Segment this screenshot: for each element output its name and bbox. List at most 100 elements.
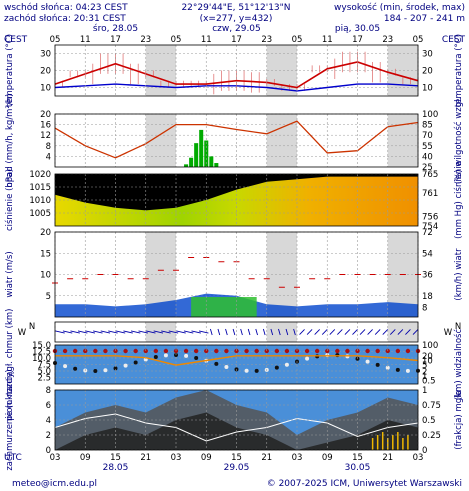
- y-tick-left: 1020: [29, 170, 51, 180]
- y-tick-left: 6: [46, 401, 51, 411]
- y-axis-label-right: (%) wilgotność wzgl.: [453, 97, 464, 184]
- day-labels-top: śro, 28.05 czw, 29.05 pią, 30.05: [93, 23, 380, 34]
- panel-frame: [54, 113, 419, 168]
- wind-arrow: [176, 330, 186, 334]
- y-tick-right: 25: [422, 163, 433, 173]
- wind-arrow: [359, 329, 366, 335]
- hour-label-bottom: 15: [110, 453, 121, 463]
- wind-arrow: [352, 329, 358, 335]
- cloud-base-dot: [305, 356, 310, 361]
- wind-arrow: [240, 328, 243, 336]
- hour-label-top: 17: [231, 35, 242, 45]
- wind-arrow: [285, 328, 289, 336]
- wind-arrow: [337, 329, 343, 335]
- wind-arrow: [374, 329, 381, 335]
- y-tick-right: 0.5: [422, 416, 436, 426]
- y-axis-label-right: (frakcja) mgła: [454, 390, 464, 450]
- cloud-top-dot: [183, 348, 189, 354]
- cloud-top-dot: [345, 348, 350, 354]
- y-tick-left: 0: [46, 446, 51, 456]
- wind-arrow: [299, 329, 305, 335]
- y-tick-right: 8: [422, 304, 427, 314]
- wind-arrow: [405, 329, 411, 335]
- y-tick-left: 1005: [29, 209, 51, 219]
- y-tick-left: 10.0: [32, 354, 51, 364]
- wind-arrow: [262, 328, 266, 336]
- hour-label-bottom: 03: [413, 453, 424, 463]
- night-band: [266, 114, 297, 167]
- y-axis-label-left: pion. rozciągł. chmur (km): [5, 309, 15, 421]
- y-tick-left: 12.5: [32, 348, 51, 358]
- hour-label-top: 11: [80, 35, 91, 45]
- y-tick-left: 1015: [29, 183, 51, 193]
- cloud-base-dot: [284, 362, 289, 367]
- cloud-base-dot: [405, 368, 410, 373]
- y-axis-label-left: wiatr (m/s): [5, 251, 15, 297]
- wind-arrow: [278, 328, 281, 336]
- hour-label-top: 11: [322, 35, 333, 45]
- cloud-top-dot: [224, 348, 229, 354]
- y-tick-right: 5: [422, 361, 427, 371]
- cloud-base-dot: [274, 365, 279, 370]
- cloud-top-dot: [284, 348, 290, 354]
- y-tick-left: 4: [46, 152, 51, 162]
- y-tick-right: 30: [422, 50, 433, 60]
- cloud-top-dot: [214, 348, 219, 354]
- hour-label-bottom: 03: [171, 453, 182, 463]
- cloud-base-dot: [395, 367, 400, 372]
- y-tick-left: 5: [46, 292, 51, 302]
- cloud-base-dot: [365, 359, 370, 364]
- wind-arrow: [153, 330, 164, 334]
- y-tick-right: 20: [422, 67, 433, 77]
- cloud-top-dot: [72, 348, 78, 354]
- hour-label-top: 11: [201, 35, 212, 45]
- tz-right-label: CEST: [442, 35, 466, 45]
- visibility-line: [55, 355, 419, 366]
- wind-arrow: [344, 329, 351, 335]
- day-label-bottom: 28.05: [103, 463, 129, 473]
- y-tick-right: 0.5: [422, 377, 436, 387]
- hour-label-top: 23: [261, 35, 272, 45]
- wind-arrow: [55, 330, 65, 334]
- cloud-top-dot: [274, 348, 280, 354]
- y-tick-right: 0.75: [422, 401, 441, 411]
- y-tick-left: 16: [40, 121, 51, 131]
- y-tick-left: 20: [40, 110, 51, 120]
- y-tick-right: 100: [422, 110, 438, 120]
- hour-label-top: 05: [50, 35, 61, 45]
- y-tick-left: 12: [40, 131, 51, 141]
- cloud-top-dot: [103, 348, 108, 354]
- y-tick-left: 15.0: [32, 341, 51, 351]
- panel-frame: [54, 344, 419, 385]
- footer-email[interactable]: meteo@icm.edu.pl: [12, 479, 97, 489]
- altitude-label: wysokość (min, środek, max): [334, 2, 465, 13]
- wind-arrow: [100, 330, 111, 334]
- y-tick-right: 20: [422, 352, 433, 362]
- cloud-top-dot: [62, 348, 68, 354]
- y-tick-left: 8: [46, 386, 51, 396]
- temperature-panel: 10 20 30 10 20 30 temperatura (°C) temperatura …: [5, 34, 464, 107]
- compass-n-right: N: [455, 322, 461, 332]
- y-tick-right: 40: [422, 152, 433, 162]
- cloud-top-dot: [153, 348, 159, 354]
- wind-arrow: [62, 330, 73, 334]
- altitude-values: 184 - 207 - 241 m: [384, 14, 465, 24]
- wind-arrow: [77, 330, 88, 334]
- y-tick-right: 10: [422, 356, 433, 366]
- cloudiness-panel: 0 2 4 6 8 0 0.25 0.5 0.75 1 zachmurzenie (oktanty)…: [5, 369, 464, 470]
- wind-arrow: [232, 328, 236, 336]
- wind-arrow: [314, 329, 320, 335]
- wind-arrow: [306, 329, 313, 335]
- wind-arrow: [397, 329, 404, 335]
- hour-labels-top: 05 11 17 23 05 11 17 23 05 11 17 23 05: [50, 35, 424, 45]
- wind-arrow: [115, 330, 126, 334]
- y-tick-right: 70: [422, 131, 433, 141]
- panel-frame: [54, 321, 419, 343]
- wind-arrow: [255, 328, 258, 336]
- hour-label-bottom: 15: [231, 453, 242, 463]
- wind-arrow: [168, 330, 179, 334]
- y-tick-left: 7.5: [37, 361, 51, 371]
- cloud-top-dot: [254, 348, 259, 354]
- wind-arrow: [108, 330, 118, 334]
